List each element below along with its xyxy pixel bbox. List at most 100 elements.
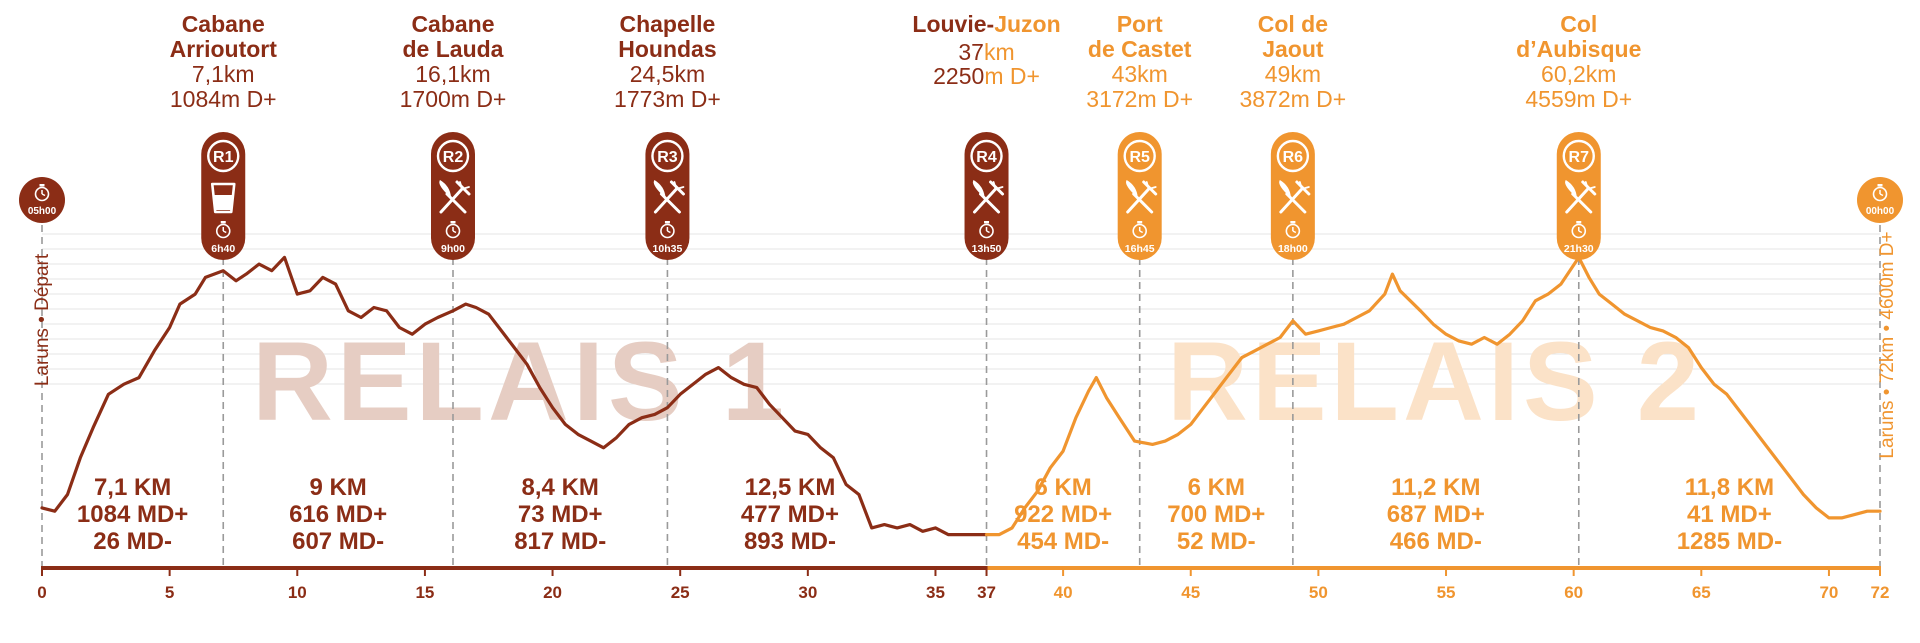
segment-ascent: 477 MD+ [741, 501, 839, 528]
station-distance: 16,1km [415, 61, 490, 87]
watermark-relais-1: RELAIS 1 [252, 319, 788, 444]
segment-ascent: 687 MD+ [1387, 501, 1485, 528]
x-tick-label: 35 [926, 583, 945, 602]
fork-tine [673, 181, 678, 190]
stopwatch-dial [1285, 223, 1301, 239]
station-distance: 43km [1112, 61, 1168, 87]
station-badge [436, 139, 470, 173]
stopwatch-crown [220, 221, 226, 224]
stopwatch-crown [984, 221, 990, 224]
fork-tine [1584, 181, 1589, 190]
x-tick-label: 5 [165, 583, 174, 602]
segment-distance: 12,5 KM [745, 474, 836, 501]
fork-tine [1145, 181, 1150, 190]
stopwatch-crown [1137, 221, 1143, 224]
knife-blade [1565, 180, 1577, 197]
stopwatch-crown [39, 184, 45, 187]
stopwatch-hand [1879, 193, 1884, 197]
station-ascent-unit: m D+ [984, 63, 1040, 89]
side-labels: Laruns • Départ Laruns • 72km • 4600m D+ [32, 231, 1898, 458]
fork-knife-icon [1126, 180, 1158, 214]
segment-distance: 11,2 KM [1391, 474, 1480, 501]
fork-tine [1300, 186, 1310, 190]
stopwatch-hand [986, 230, 990, 234]
station-time: 10h35 [653, 243, 683, 255]
station-id: R5 [1129, 149, 1150, 166]
segment-ascent: 73 MD+ [518, 501, 603, 528]
cup-outline [210, 182, 236, 214]
station-id: R4 [976, 149, 997, 166]
station-name-line: Chapelle [619, 11, 715, 37]
x-tick-label: 72 [1871, 583, 1890, 602]
station-name-line: Col de [1258, 11, 1328, 37]
stopwatch-crown [1877, 184, 1883, 187]
station-distance: 49km [1265, 61, 1321, 87]
stopwatch-dial [1872, 186, 1888, 202]
station-ascent: 3172m D+ [1086, 86, 1193, 112]
x-tick-label: 10 [288, 583, 307, 602]
station-badge [1276, 139, 1310, 173]
station-badge [970, 139, 1003, 173]
station-distance: 24,5km [630, 61, 705, 87]
segment-ascent: 700 MD+ [1167, 501, 1265, 528]
station-ascent: 2250m D+ [933, 63, 1040, 89]
segment-descent: 466 MD- [1390, 528, 1482, 555]
segment-distance: 6 KM [1034, 474, 1091, 501]
x-tick-label: 25 [671, 583, 690, 602]
segment-distance: 11,8 KM [1685, 474, 1774, 501]
fork-knife-icon [972, 180, 1005, 214]
station-pill [645, 132, 690, 260]
stopwatch-crown [1576, 221, 1582, 224]
station-name-part: Juzon [994, 11, 1060, 37]
x-tick-label: 60 [1564, 583, 1583, 602]
knife-blade [1126, 180, 1138, 197]
station-name-line: Cabane [411, 11, 494, 37]
x-tick-label: 20 [543, 583, 562, 602]
station-id: R6 [1283, 149, 1304, 166]
knife-handle [1571, 192, 1593, 214]
station-ascent: 1773m D+ [614, 86, 721, 112]
watermark-relais-2: RELAIS 2 [1167, 319, 1703, 444]
stopwatch-dial [1571, 223, 1587, 239]
station-pill [1556, 132, 1601, 260]
segment-distance: 8,4 KM [522, 474, 599, 501]
station-ascent: 3872m D+ [1239, 86, 1346, 112]
x-tick-label: 65 [1692, 583, 1711, 602]
knife-handle [979, 192, 1001, 214]
fork-tine [994, 186, 1004, 190]
station-pill [1270, 132, 1315, 260]
stopwatch-dial [660, 223, 675, 239]
station-id: R2 [443, 149, 464, 166]
station-pill [430, 132, 475, 260]
stopwatch-hand [452, 230, 457, 234]
stopwatch-dial [979, 223, 994, 239]
station-name-line: Jaout [1262, 36, 1324, 62]
station-ascent: 4559m D+ [1525, 86, 1632, 112]
fork-knife-icon [653, 180, 685, 214]
segment-descent: 454 MD- [1017, 528, 1109, 555]
segment-descent: 893 MD- [744, 528, 836, 555]
stopwatch-hand [1139, 230, 1144, 234]
station-badge [207, 139, 240, 173]
station-pill [1117, 132, 1162, 260]
station-name-line: Col [1560, 11, 1597, 37]
stopwatch-crown [664, 221, 670, 224]
x-tick-label: 70 [1819, 583, 1838, 602]
station-name-line: Port [1117, 11, 1163, 37]
stopwatch-icon [1872, 184, 1888, 202]
segment-descent: 607 MD- [292, 528, 384, 555]
segment-ascent: 616 MD+ [289, 501, 387, 528]
station-name-line: d’Aubisque [1516, 36, 1641, 62]
knife-handle [1285, 192, 1307, 214]
station-time: 16h45 [1125, 243, 1155, 255]
segment-descent: 817 MD- [514, 528, 606, 555]
elevation-profile [40, 255, 1882, 537]
stopwatch-icon [979, 221, 994, 239]
station-id: R1 [213, 149, 234, 166]
stopwatch-dial [34, 186, 50, 202]
